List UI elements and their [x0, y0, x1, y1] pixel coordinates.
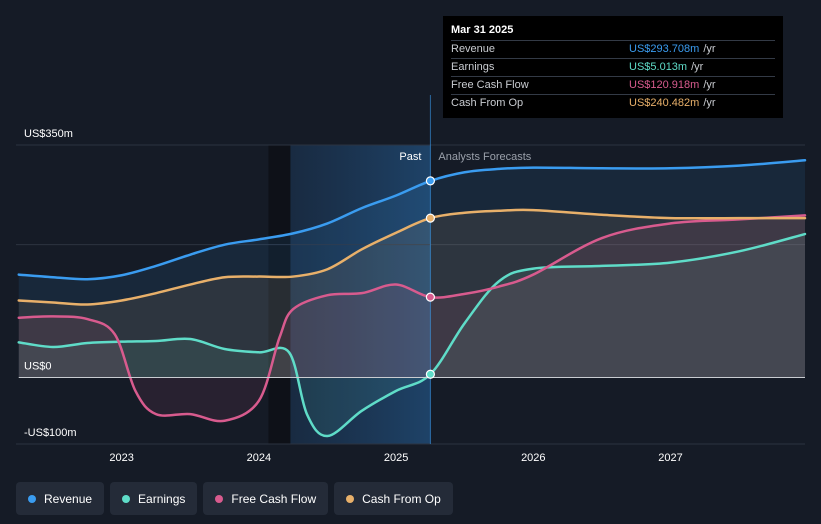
- legend: Revenue Earnings Free Cash Flow Cash Fro…: [16, 482, 453, 515]
- marker-revenue: [425, 176, 435, 186]
- tooltip-value: US$240.482m: [629, 97, 700, 109]
- pre-past-band: [268, 145, 291, 444]
- x-tick-label: 2024: [247, 452, 271, 464]
- line-earnings: [17, 232, 807, 438]
- x-tick-label: 2027: [658, 452, 682, 464]
- y-tick-label: -US$100m: [24, 427, 77, 439]
- tooltip-row-earnings: Earnings US$5.013m /yr: [451, 58, 775, 76]
- legend-item-cash-from-op[interactable]: Cash From Op: [334, 482, 453, 515]
- tooltip-label: Cash From Op: [451, 97, 524, 109]
- tooltip: Mar 31 2025 Revenue US$293.708m /yr Earn…: [443, 16, 783, 118]
- marker-cash-from-op: [425, 213, 435, 223]
- tooltip-date: Mar 31 2025: [451, 24, 514, 36]
- legend-dot-icon: [122, 494, 131, 503]
- y-tick-label: US$0: [24, 361, 52, 373]
- legend-label: Cash From Op: [362, 491, 441, 506]
- legend-label: Revenue: [44, 491, 93, 506]
- legend-label: Free Cash Flow: [231, 491, 317, 506]
- y-tick-label: US$350m: [24, 128, 73, 140]
- legend-dot-icon: [28, 494, 36, 503]
- legend-dot-icon: [215, 494, 224, 503]
- tooltip-row-free-cash-flow: Free Cash Flow US$120.918m /yr: [451, 76, 775, 94]
- tooltip-label: Earnings: [451, 61, 495, 73]
- tooltip-value: US$5.013m: [629, 61, 688, 73]
- area-cash-from-op: [18, 209, 806, 378]
- tooltip-label: Revenue: [451, 43, 496, 55]
- area-earnings: [18, 234, 806, 437]
- legend-label: Earnings: [138, 491, 186, 506]
- legend-item-free-cash-flow[interactable]: Free Cash Flow: [203, 482, 329, 515]
- past-label: Past: [399, 151, 421, 163]
- tooltip-unit: /yr: [703, 79, 716, 91]
- marker-free-cash-flow: [425, 292, 435, 302]
- tooltip-value: US$293.708m: [629, 43, 700, 55]
- tooltip-unit: /yr: [691, 61, 704, 73]
- tooltip-unit: /yr: [703, 43, 716, 55]
- tooltip-row-revenue: Revenue US$293.708m /yr: [451, 40, 775, 58]
- tooltip-value: US$120.918m: [629, 79, 700, 91]
- tooltip-unit: /yr: [703, 97, 716, 109]
- legend-item-earnings[interactable]: Earnings: [110, 482, 198, 515]
- x-tick-label: 2023: [109, 452, 133, 464]
- forecast-label: Analysts Forecasts: [438, 151, 531, 163]
- x-tick-label: 2026: [521, 452, 545, 464]
- line-free-cash-flow: [17, 214, 807, 423]
- legend-item-revenue[interactable]: Revenue: [16, 482, 105, 515]
- x-tick-label: 2025: [384, 452, 408, 464]
- marker-earnings: [425, 369, 435, 379]
- tooltip-row-cash-from-op: Cash From Op US$240.482m /yr: [451, 94, 775, 112]
- legend-dot-icon: [346, 494, 355, 503]
- line-revenue: [17, 159, 807, 281]
- line-cash-from-op: [17, 208, 807, 306]
- tooltip-label: Free Cash Flow: [451, 79, 529, 91]
